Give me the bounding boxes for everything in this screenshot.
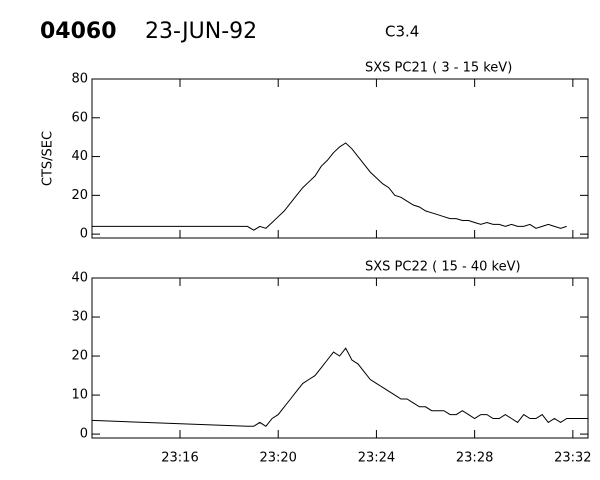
x-tick-label: 23:24 [358, 451, 395, 466]
data-line [91, 347, 588, 427]
data-line [92, 142, 567, 231]
x-tick-label: 23:16 [161, 451, 198, 466]
x-tick-label: 23:28 [456, 451, 493, 466]
event-id: 04060 [40, 19, 117, 44]
plot-frame [91, 277, 589, 439]
y-tick-label: 40 [71, 271, 88, 286]
flare-class: C3.4 [385, 23, 419, 41]
y-tick-label: 60 [71, 110, 88, 125]
y-tick-label: 0 [80, 227, 88, 242]
panel-title: SXS PC21 ( 3 - 15 keV) [365, 61, 512, 76]
y-tick-label: 20 [71, 188, 88, 203]
y-tick-label: 20 [71, 349, 88, 364]
y-tick-label: 10 [71, 388, 88, 403]
panel-title: SXS PC22 ( 15 - 40 keV) [365, 260, 521, 275]
y-axis-label: CTS/SEC [41, 131, 56, 186]
y-tick-label: 40 [71, 149, 88, 164]
y-tick-label: 0 [80, 427, 88, 442]
x-tick-label: 23:32 [554, 451, 591, 466]
y-tick-label: 30 [71, 310, 88, 325]
y-tick-label: 80 [71, 72, 88, 87]
plot-frame [91, 78, 589, 239]
event-date: 23-JUN-92 [145, 19, 257, 44]
x-tick-label: 23:20 [259, 451, 296, 466]
